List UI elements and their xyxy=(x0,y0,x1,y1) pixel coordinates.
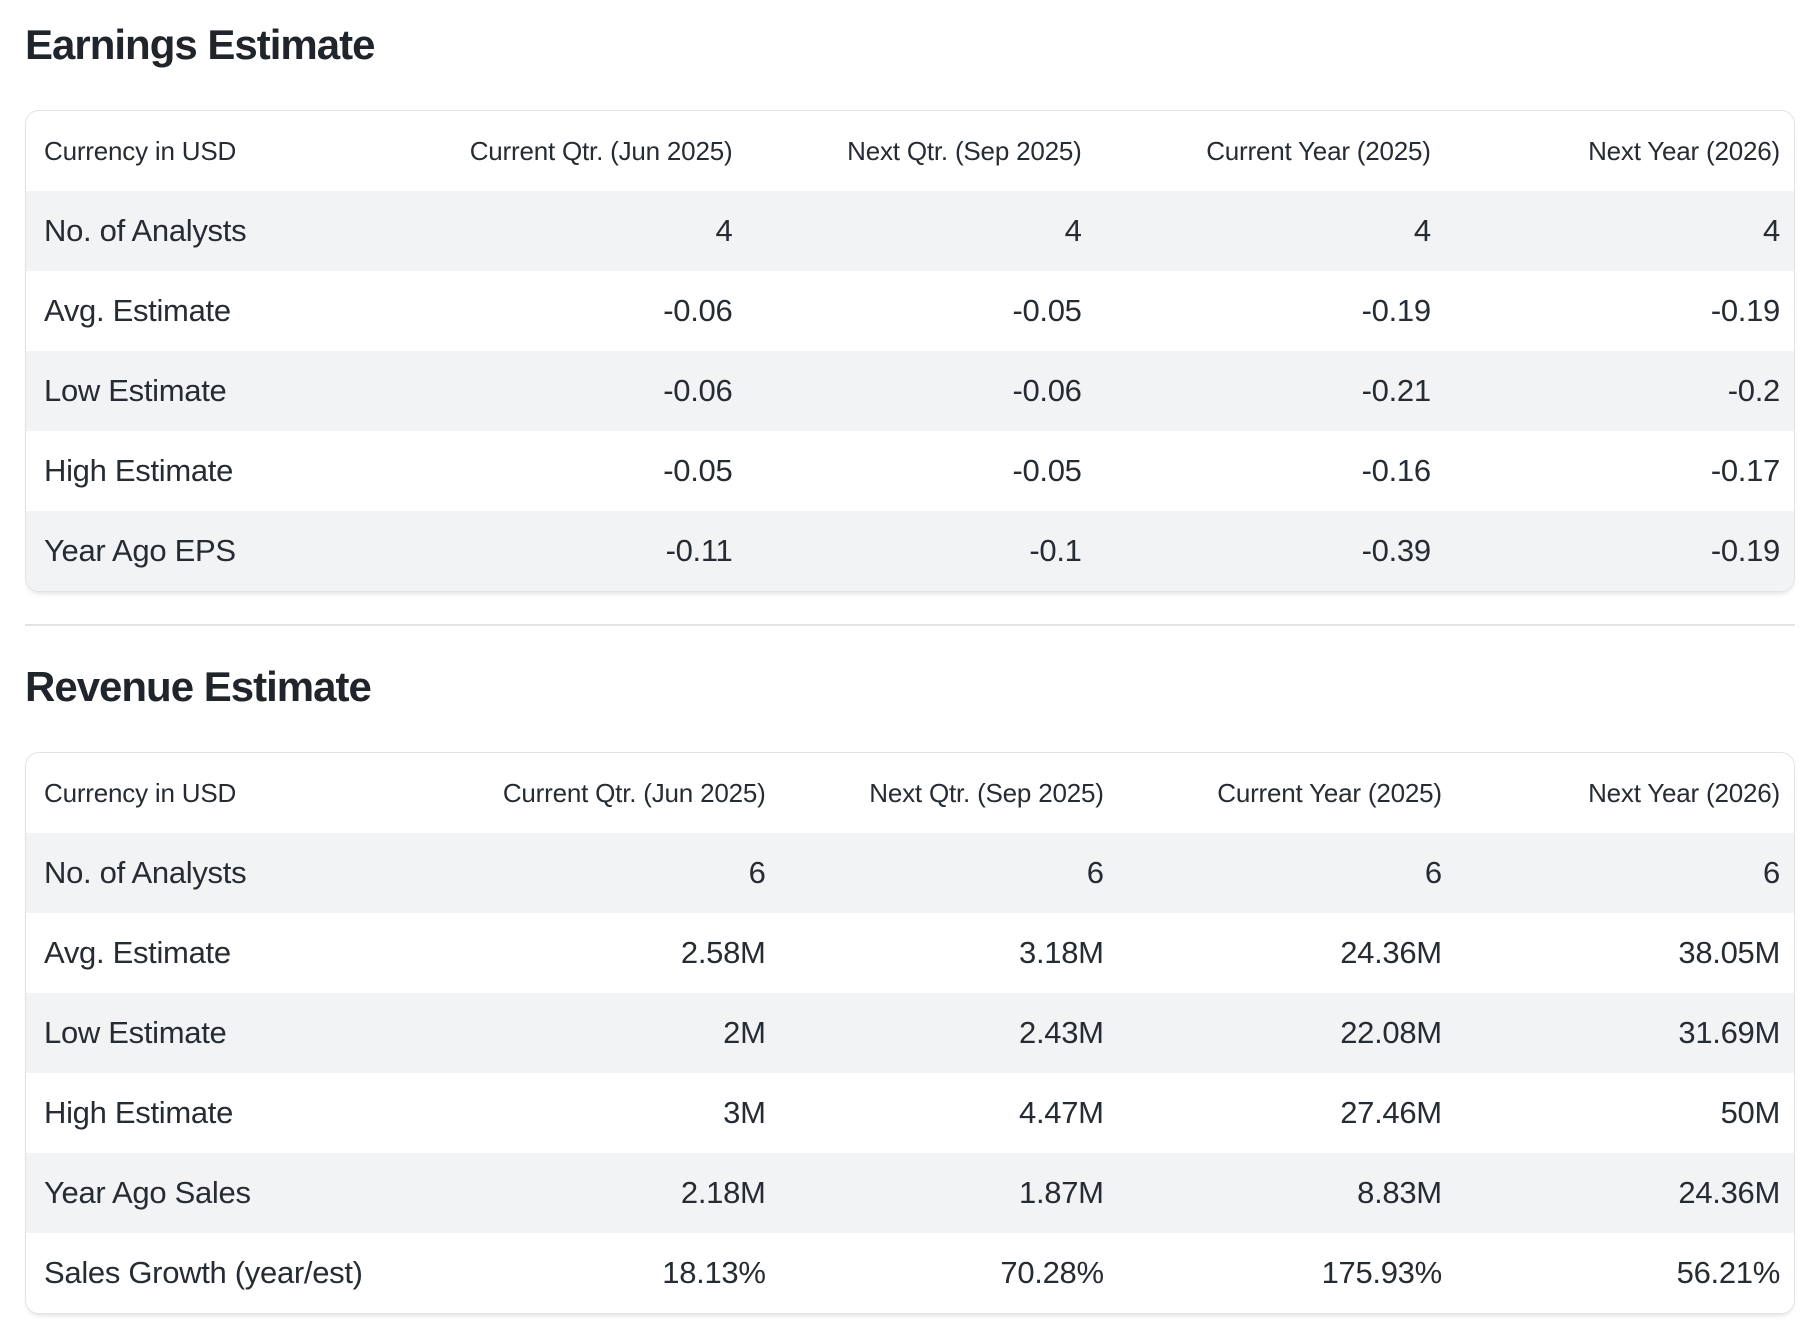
row-label: Avg. Estimate xyxy=(44,293,231,328)
table-row: No. of Analysts 4 4 4 4 xyxy=(26,191,1794,271)
period-column-header: Current Year (2025) xyxy=(1217,777,1442,808)
table-row: Avg. Estimate 2.58M 3.18M 24.36M 38.05M xyxy=(26,913,1794,993)
table-row: Low Estimate -0.06 -0.06 -0.21 -0.2 xyxy=(26,351,1794,431)
row-label: No. of Analysts xyxy=(44,213,247,248)
cell-value: -0.2 xyxy=(1727,373,1781,408)
revenue-estimate-table-card: Currency in USD Current Qtr. (Jun 2025) Ne… xyxy=(25,752,1795,1314)
table-row: Avg. Estimate -0.06 -0.05 -0.19 -0.19 xyxy=(26,271,1794,351)
cell-value: -0.11 xyxy=(665,533,733,568)
currency-column-header: Currency in USD xyxy=(44,777,237,808)
table-row: Low Estimate 2M 2.43M 22.08M 31.69M xyxy=(26,993,1794,1073)
cell-value: 38.05M xyxy=(1678,935,1780,970)
period-column-header: Current Qtr. (Jun 2025) xyxy=(469,135,733,166)
cell-value: 2.58M xyxy=(680,935,766,970)
cell-value: 1.87M xyxy=(1019,1175,1104,1210)
cell-value: -0.19 xyxy=(1361,293,1431,328)
cell-value: 2.18M xyxy=(680,1175,766,1210)
revenue-table-body: No. of Analysts 6 6 6 6 Avg. Estimate 2.58M 3.1… xyxy=(26,833,1794,1313)
row-label: Year Ago EPS xyxy=(44,533,236,568)
earnings-estimate-table-card: Currency in USD Current Qtr. (Jun 2025) Ne… xyxy=(25,110,1795,592)
cell-value: 3M xyxy=(723,1095,766,1130)
period-column-header: Next Year (2026) xyxy=(1588,777,1780,808)
cell-value: -0.21 xyxy=(1361,373,1431,408)
cell-value: 6 xyxy=(1086,855,1104,890)
table-row: Sales Growth (year/est) 18.13% 70.28% 175.9… xyxy=(26,1233,1794,1313)
earnings-estimate-section: Earnings Estimate Currency in USD Current… xyxy=(25,20,1795,592)
cell-value: -0.16 xyxy=(1361,453,1431,488)
cell-value: 6 xyxy=(1763,855,1780,890)
earnings-estimate-title: Earnings Estimate xyxy=(25,21,375,68)
row-label: Year Ago Sales xyxy=(44,1175,251,1210)
cell-value: -0.05 xyxy=(1012,453,1082,488)
revenue-estimate-section: Revenue Estimate Currency in USD Current … xyxy=(25,662,1795,1314)
cell-value: 4 xyxy=(1763,213,1780,248)
cell-value: -0.17 xyxy=(1710,453,1780,488)
period-column-header: Next Qtr. (Sep 2025) xyxy=(847,135,1082,166)
cell-value: -0.39 xyxy=(1361,533,1431,568)
cell-value: -0.05 xyxy=(1012,293,1082,328)
period-column-header: Next Qtr. (Sep 2025) xyxy=(869,777,1104,808)
row-label: No. of Analysts xyxy=(44,855,247,890)
cell-value: -0.06 xyxy=(663,373,733,408)
cell-value: 175.93% xyxy=(1321,1255,1443,1290)
cell-value: 6 xyxy=(748,855,766,890)
cell-value: 31.69M xyxy=(1678,1015,1780,1050)
cell-value: 50M xyxy=(1720,1095,1781,1130)
analyst-estimates-page: Earnings Estimate Currency in USD Current… xyxy=(0,20,1820,1314)
revenue-table-header-row: Currency in USD Current Qtr. (Jun 2025) Ne… xyxy=(26,753,1794,833)
cell-value: -0.1 xyxy=(1029,533,1082,568)
cell-value: 4 xyxy=(1413,213,1431,248)
cell-value: 8.83M xyxy=(1357,1175,1442,1210)
cell-value: 2M xyxy=(723,1015,766,1050)
row-label: Avg. Estimate xyxy=(44,935,231,970)
cell-value: 4.47M xyxy=(1019,1095,1104,1130)
currency-column-header: Currency in USD xyxy=(44,135,237,166)
row-label: High Estimate xyxy=(44,1095,234,1130)
table-row: High Estimate -0.05 -0.05 -0.16 -0.17 xyxy=(26,431,1794,511)
cell-value: 6 xyxy=(1424,855,1442,890)
period-column-header: Next Year (2026) xyxy=(1588,135,1780,166)
table-row: Year Ago EPS -0.11 -0.1 -0.39 -0.19 xyxy=(26,511,1794,591)
cell-value: 18.13% xyxy=(662,1255,766,1290)
cell-value: -0.06 xyxy=(663,293,733,328)
cell-value: 70.28% xyxy=(1000,1255,1104,1290)
revenue-estimate-table: Currency in USD Current Qtr. (Jun 2025) Ne… xyxy=(26,753,1794,1313)
cell-value: -0.06 xyxy=(1012,373,1082,408)
earnings-table-body: No. of Analysts 4 4 4 4 Avg. Estimate -0.06 -0.… xyxy=(26,191,1794,591)
cell-value: 4 xyxy=(715,213,733,248)
cell-value: -0.19 xyxy=(1710,293,1780,328)
table-row: High Estimate 3M 4.47M 27.46M 50M xyxy=(26,1073,1794,1153)
cell-value: 56.21% xyxy=(1676,1255,1781,1290)
cell-value: 3.18M xyxy=(1019,935,1104,970)
row-label: Low Estimate xyxy=(44,373,227,408)
cell-value: 27.46M xyxy=(1340,1095,1442,1130)
cell-value: 4 xyxy=(1064,213,1082,248)
cell-value: -0.05 xyxy=(663,453,733,488)
table-row: No. of Analysts 6 6 6 6 xyxy=(26,833,1794,913)
period-column-header: Current Year (2025) xyxy=(1206,135,1431,166)
table-row: Year Ago Sales 2.18M 1.87M 8.83M 24.36M xyxy=(26,1153,1794,1233)
cell-value: -0.19 xyxy=(1710,533,1780,568)
row-label: Low Estimate xyxy=(44,1015,227,1050)
revenue-estimate-title: Revenue Estimate xyxy=(25,663,372,710)
row-label: High Estimate xyxy=(44,453,234,488)
section-divider xyxy=(25,624,1795,626)
cell-value: 2.43M xyxy=(1019,1015,1104,1050)
cell-value: 24.36M xyxy=(1340,935,1442,970)
row-label: Sales Growth (year/est) xyxy=(44,1255,363,1290)
earnings-estimate-table: Currency in USD Current Qtr. (Jun 2025) Ne… xyxy=(26,111,1794,591)
period-column-header: Current Qtr. (Jun 2025) xyxy=(502,777,766,808)
cell-value: 24.36M xyxy=(1678,1175,1780,1210)
cell-value: 22.08M xyxy=(1340,1015,1442,1050)
earnings-table-header-row: Currency in USD Current Qtr. (Jun 2025) Ne… xyxy=(26,111,1794,191)
